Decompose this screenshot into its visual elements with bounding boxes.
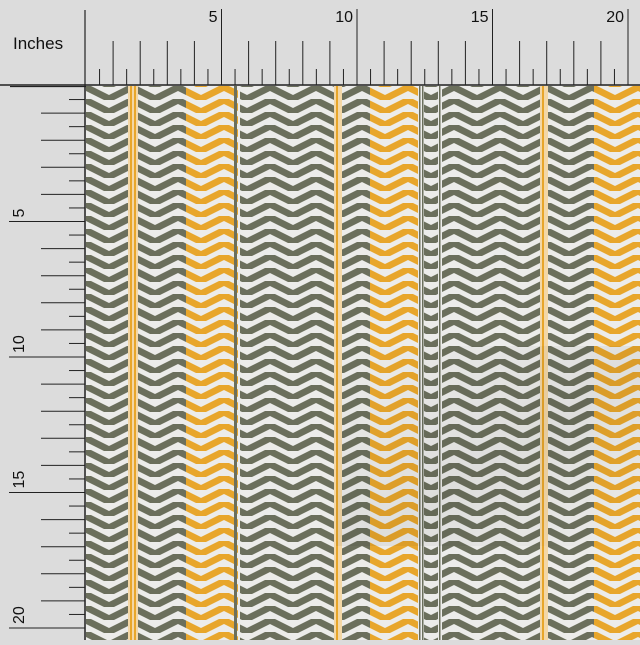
pinstripe (234, 86, 237, 640)
left-ruler-number: 15 (11, 471, 28, 489)
pinstripe (130, 86, 132, 640)
pinstripe (134, 86, 136, 640)
chevron-stripe (186, 86, 238, 640)
unit-label: Inches (13, 34, 64, 53)
left-ruler-number: 10 (11, 335, 28, 353)
left-ruler: 5 10 15 20 (0, 85, 86, 640)
fabric-fold-shadow (336, 346, 640, 546)
left-ruler-number: 5 (11, 209, 28, 218)
chevron-stripe (286, 86, 334, 640)
top-ruler-number: 10 (335, 9, 353, 26)
chevron-stripe (240, 86, 286, 640)
top-ruler: 5 10 15 20 (0, 0, 640, 86)
left-ruler-number: 20 (11, 606, 28, 624)
pinstripe (128, 86, 138, 640)
fabric-swatch (86, 86, 640, 640)
chevron-stripe (138, 86, 186, 640)
herringbone-pattern (86, 86, 640, 640)
chevron-stripe (86, 86, 128, 640)
top-ruler-number: 5 (209, 9, 218, 26)
top-ruler-scale: 5 10 15 20 (0, 9, 640, 86)
left-ruler-scale: 5 10 15 20 (9, 85, 86, 640)
top-ruler-number: 15 (471, 9, 489, 26)
top-ruler-number: 20 (606, 9, 624, 26)
